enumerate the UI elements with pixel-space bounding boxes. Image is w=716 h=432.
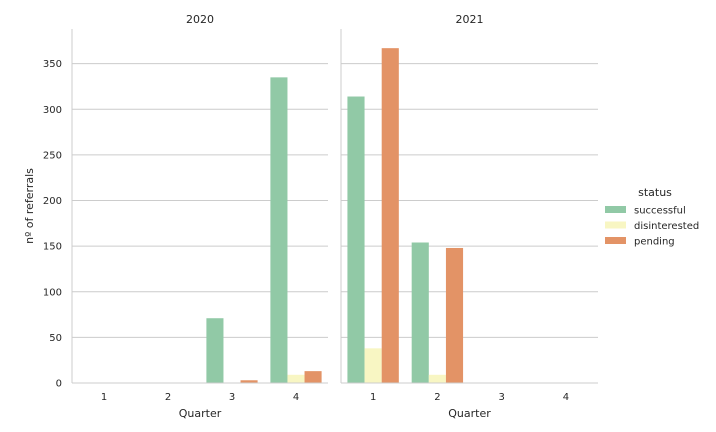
x-tick-label: 2 xyxy=(434,392,440,403)
y-tick-label: 100 xyxy=(43,287,62,298)
legend-label-successful: successful xyxy=(634,206,686,217)
bar-disinterested xyxy=(428,374,446,383)
legend-label-disinterested: disinterested xyxy=(634,221,699,232)
y-tick-label: 250 xyxy=(43,150,62,161)
x-tick-label: 3 xyxy=(229,392,235,403)
bar-pending xyxy=(304,371,322,383)
x-tick-label: 1 xyxy=(370,392,376,403)
panel-title: 2020 xyxy=(186,13,214,26)
panel-title: 2021 xyxy=(456,13,484,26)
bar-pending xyxy=(445,247,464,383)
bar-pending xyxy=(240,380,258,383)
y-tick-label: 200 xyxy=(43,196,62,207)
legend-swatch-disinterested xyxy=(605,221,626,229)
y-tick-label: 50 xyxy=(49,333,62,344)
bar-pending xyxy=(381,48,399,384)
bar-successful xyxy=(411,242,429,383)
x-tick-label: 2 xyxy=(165,392,171,403)
y-axis-label: nº of referrals xyxy=(23,168,36,244)
legend-swatch-successful xyxy=(605,206,626,213)
bar-successful xyxy=(270,77,288,384)
x-tick-label: 3 xyxy=(498,392,504,403)
y-tick-label: 350 xyxy=(43,59,62,70)
x-tick-label: 4 xyxy=(293,392,299,403)
y-tick-label: 0 xyxy=(56,379,62,390)
legend-label-pending: pending xyxy=(634,237,675,248)
x-axis-label: Quarter xyxy=(448,407,491,420)
bar-successful xyxy=(347,96,365,383)
bar-disinterested xyxy=(364,348,382,383)
bar-disinterested xyxy=(287,374,305,383)
legend-title: status xyxy=(638,186,672,199)
bar-successful xyxy=(206,318,224,383)
y-tick-label: 150 xyxy=(43,242,62,253)
x-tick-label: 4 xyxy=(563,392,569,403)
x-axis-label: Quarter xyxy=(179,407,222,420)
x-tick-label: 1 xyxy=(101,392,107,403)
y-tick-label: 300 xyxy=(43,105,62,116)
legend-swatch-pending xyxy=(605,237,626,244)
